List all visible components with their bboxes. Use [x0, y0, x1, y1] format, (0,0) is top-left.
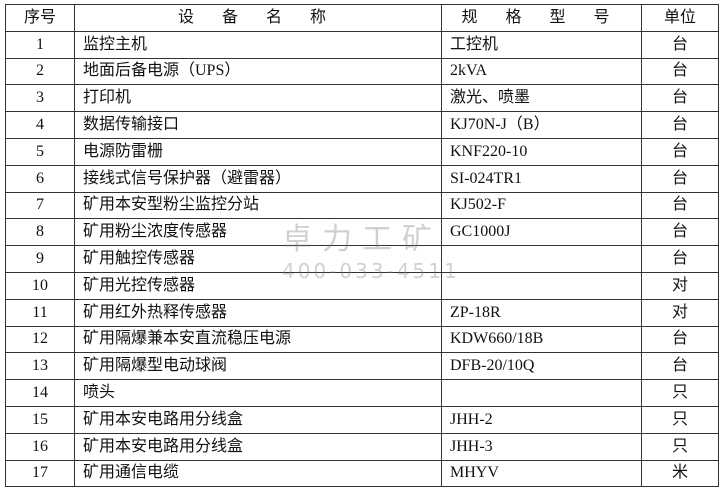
cell-unit: 台 — [641, 245, 719, 273]
table-row: 7 矿用本安型粉尘监控分站 KJ502-F 台 — [5, 191, 719, 220]
cell-spec — [441, 245, 642, 273]
table-row: 17 矿用通信电缆 MHYV 米 — [5, 459, 719, 488]
cell-no: 14 — [5, 379, 75, 407]
cell-name: 矿用光控传感器 — [74, 271, 442, 300]
table-row: 11 矿用红外热释传感器 ZP-18R 对 — [5, 298, 719, 327]
cell-no: 11 — [5, 298, 75, 327]
cell-spec: 2kVA — [441, 57, 642, 86]
cell-name: 矿用通信电缆 — [74, 459, 442, 488]
table-row: 16 矿用本安电路用分线盒 JHH-3 只 — [5, 432, 719, 461]
cell-name: 监控主机 — [74, 30, 442, 59]
cell-no: 8 — [5, 218, 75, 247]
cell-spec: KNF220-10 — [441, 137, 642, 166]
cell-no: 1 — [5, 30, 75, 59]
table-row: 10 矿用光控传感器 对 — [5, 271, 719, 300]
cell-unit: 台 — [641, 137, 719, 166]
cell-spec: JHH-2 — [441, 405, 642, 434]
cell-unit: 台 — [641, 57, 719, 86]
cell-spec: KJ502-F — [441, 191, 642, 220]
header-row: 序号 设 备 名 称 规 格 型 号 单位 — [5, 4, 719, 32]
table-row: 9 矿用触控传感器 台 — [5, 245, 719, 273]
cell-name: 矿用隔爆兼本安直流稳压电源 — [74, 325, 442, 354]
cell-unit: 台 — [641, 84, 719, 113]
table-row: 4 数据传输接口 KJ70N-J（B）台 — [5, 111, 719, 139]
cell-spec: GC1000J — [441, 218, 642, 247]
cell-no: 15 — [5, 405, 75, 434]
cell-no: 16 — [5, 432, 75, 461]
cell-unit: 只 — [641, 405, 719, 434]
cell-no: 4 — [5, 111, 75, 139]
cell-no: 17 — [5, 459, 75, 488]
cell-name: 矿用本安型粉尘监控分站 — [74, 191, 442, 220]
cell-spec: KJ70N-J（B） — [441, 111, 642, 139]
cell-spec: KDW660/18B — [441, 325, 642, 354]
table-row: 15 矿用本安电路用分线盒 JHH-2 只 — [5, 405, 719, 434]
table-row: 12 矿用隔爆兼本安直流稳压电源 KDW660/18B 台 — [5, 325, 719, 354]
cell-unit: 只 — [641, 432, 719, 461]
cell-name: 地面后备电源（UPS） — [74, 57, 442, 86]
header-unit: 单位 — [641, 4, 719, 32]
cell-name: 矿用粉尘浓度传感器 — [74, 218, 442, 247]
cell-no: 10 — [5, 271, 75, 300]
cell-unit: 只 — [641, 379, 719, 407]
cell-spec: 工控机 — [441, 30, 642, 59]
cell-unit: 对 — [641, 271, 719, 300]
cell-spec: MHYV — [441, 459, 642, 488]
equipment-table: 序号 设 备 名 称 规 格 型 号 单位 1 监控主机 工控机台 2 地面后备电源（U… — [5, 4, 719, 488]
table-row: 14 喷头 只 — [5, 379, 719, 407]
cell-no: 12 — [5, 325, 75, 354]
cell-name: 矿用隔爆型电动球阀 — [74, 352, 442, 381]
cell-name: 矿用触控传感器 — [74, 245, 442, 273]
header-name: 设 备 名 称 — [74, 4, 442, 32]
cell-unit: 米 — [641, 459, 719, 488]
cell-unit: 台 — [641, 164, 719, 193]
cell-name: 矿用本安电路用分线盒 — [74, 432, 442, 461]
cell-no: 13 — [5, 352, 75, 381]
cell-name: 数据传输接口 — [74, 111, 442, 139]
cell-spec: JHH-3 — [441, 432, 642, 461]
cell-spec: DFB-20/10Q — [441, 352, 642, 381]
cell-no: 7 — [5, 191, 75, 220]
cell-name: 矿用本安电路用分线盒 — [74, 405, 442, 434]
cell-unit: 台 — [641, 218, 719, 247]
cell-unit: 台 — [641, 30, 719, 59]
cell-unit: 对 — [641, 298, 719, 327]
cell-name: 打印机 — [74, 84, 442, 113]
table-row: 8 矿用粉尘浓度传感器 GC1000J 台 — [5, 218, 719, 247]
cell-name: 喷头 — [74, 379, 442, 407]
cell-no: 2 — [5, 57, 75, 86]
table-row: 13 矿用隔爆型电动球阀 DFB-20/10Q 台 — [5, 352, 719, 381]
cell-unit: 台 — [641, 111, 719, 139]
table-row: 2 地面后备电源（UPS） 2kVA 台 — [5, 57, 719, 86]
table-row: 5 电源防雷栅 KNF220-10 台 — [5, 137, 719, 166]
cell-no: 5 — [5, 137, 75, 166]
cell-spec — [441, 271, 642, 300]
cell-spec: SI-024TR1 — [441, 164, 642, 193]
cell-name: 接线式信号保护器（避雷器） — [74, 164, 442, 193]
cell-spec: ZP-18R — [441, 298, 642, 327]
cell-unit: 台 — [641, 191, 719, 220]
table-row: 1 监控主机 工控机台 — [5, 30, 719, 59]
table-row: 3 打印机 激光、喷墨台 — [5, 84, 719, 113]
cell-spec: 激光、喷墨 — [441, 84, 642, 113]
cell-unit: 台 — [641, 352, 719, 381]
cell-name: 矿用红外热释传感器 — [74, 298, 442, 327]
cell-spec — [441, 379, 642, 407]
header-spec: 规 格 型 号 — [441, 4, 642, 32]
cell-no: 3 — [5, 84, 75, 113]
cell-name: 电源防雷栅 — [74, 137, 442, 166]
cell-unit: 台 — [641, 325, 719, 354]
cell-no: 6 — [5, 164, 75, 193]
table-row: 6 接线式信号保护器（避雷器） SI-024TR1 台 — [5, 164, 719, 193]
header-no: 序号 — [5, 4, 75, 32]
cell-no: 9 — [5, 245, 75, 273]
